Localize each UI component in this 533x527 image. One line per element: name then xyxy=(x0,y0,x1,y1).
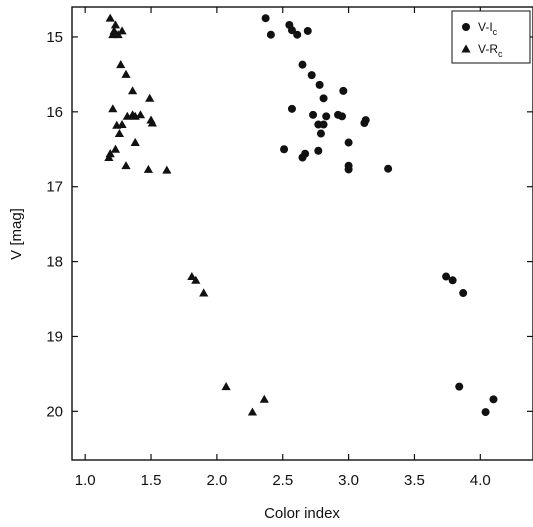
data-point-circle xyxy=(448,276,457,285)
x-tick-labels: 1.0 1.5 2.0 2.5 3.0 3.5 4.0 xyxy=(75,472,491,489)
x-tick-label: 1.5 xyxy=(141,472,162,489)
data-point-triangle xyxy=(147,118,157,127)
data-point-triangle xyxy=(162,165,172,174)
data-point-circle xyxy=(489,395,498,404)
data-point-circle xyxy=(322,112,331,121)
data-point-triangle xyxy=(145,93,155,102)
data-point-circle xyxy=(298,153,307,162)
plot-frame xyxy=(71,6,533,461)
data-point-circle xyxy=(316,129,325,138)
data-point-triangle xyxy=(110,144,121,153)
data-point-triangle xyxy=(121,161,131,170)
data-point-circle xyxy=(280,145,289,154)
data-point-circle xyxy=(298,60,307,69)
legend-marker-triangle xyxy=(461,44,471,53)
data-point-triangle xyxy=(122,111,132,120)
data-point-circle xyxy=(319,120,328,129)
data-point-triangle xyxy=(117,26,127,35)
data-point-triangle xyxy=(116,60,126,69)
y-tick-label: 16 xyxy=(46,104,63,121)
x-tick-label: 2.0 xyxy=(206,472,227,489)
x-tick-label: 1.0 xyxy=(75,472,96,489)
data-point-circle xyxy=(293,30,302,39)
data-point-triangle xyxy=(108,104,118,113)
data-point-triangle xyxy=(247,407,258,416)
y-tick-label: 15 xyxy=(46,29,63,46)
data-point-triangle xyxy=(105,13,115,22)
y-tick-label: 18 xyxy=(46,254,63,271)
data-point-triangle xyxy=(121,69,131,78)
data-point-circle xyxy=(384,164,393,173)
data-point-triangle xyxy=(130,137,140,146)
data-point-circle xyxy=(261,14,270,23)
data-point-circle xyxy=(309,110,318,119)
data-point-triangle xyxy=(112,120,122,129)
x-tick-label: 3.0 xyxy=(338,472,359,489)
data-point-circle xyxy=(266,30,275,39)
data-point-circle xyxy=(315,80,324,89)
legend-entry: V-Rc xyxy=(478,42,503,59)
data-point-triangle xyxy=(127,86,138,95)
legend-entry: V-Ic xyxy=(478,20,498,37)
x-tick-label: 2.5 xyxy=(272,472,293,489)
y-tick-label: 19 xyxy=(46,328,63,345)
y-axis-title: V [mag] xyxy=(8,208,25,260)
legend-box xyxy=(451,10,531,64)
data-points xyxy=(104,13,498,417)
data-point-triangle xyxy=(110,20,121,29)
data-point-circle xyxy=(339,86,348,95)
y-tick-labels: 15 16 17 18 19 20 xyxy=(46,29,63,420)
data-point-triangle xyxy=(187,271,197,281)
data-point-circle xyxy=(287,104,296,113)
data-point-triangle xyxy=(135,110,146,119)
data-point-circle xyxy=(303,26,312,35)
legend-marker-circle xyxy=(462,23,470,31)
data-point-triangle xyxy=(221,382,231,391)
data-point-circle xyxy=(338,112,347,121)
y-tick-label: 20 xyxy=(46,403,63,420)
x-axis-title: Color index xyxy=(264,505,340,522)
data-point-circle xyxy=(287,26,296,35)
data-point-triangle xyxy=(259,394,269,403)
data-point-triangle xyxy=(114,128,125,137)
data-point-circle xyxy=(344,165,353,174)
data-point-circle xyxy=(360,119,369,128)
x-tick-label: 4.0 xyxy=(470,472,491,489)
data-point-triangle xyxy=(199,288,209,297)
x-tick-label: 3.5 xyxy=(404,472,425,489)
data-point-triangle xyxy=(130,111,140,120)
data-point-circle xyxy=(344,138,353,147)
series-triangle xyxy=(104,13,269,416)
data-point-circle xyxy=(319,94,328,103)
data-point-circle xyxy=(455,382,464,391)
data-point-circle xyxy=(481,408,490,417)
data-point-circle xyxy=(442,272,451,281)
data-point-triangle xyxy=(143,164,153,173)
data-point-triangle xyxy=(113,30,123,39)
y-tick-label: 17 xyxy=(46,179,63,196)
data-point-triangle xyxy=(191,275,201,284)
data-point-circle xyxy=(307,71,316,80)
legend: V-Ic V-Rc xyxy=(451,10,531,64)
data-point-circle xyxy=(314,146,323,155)
series-circle xyxy=(261,14,498,417)
data-point-circle xyxy=(459,289,468,298)
data-point-triangle xyxy=(104,152,114,161)
